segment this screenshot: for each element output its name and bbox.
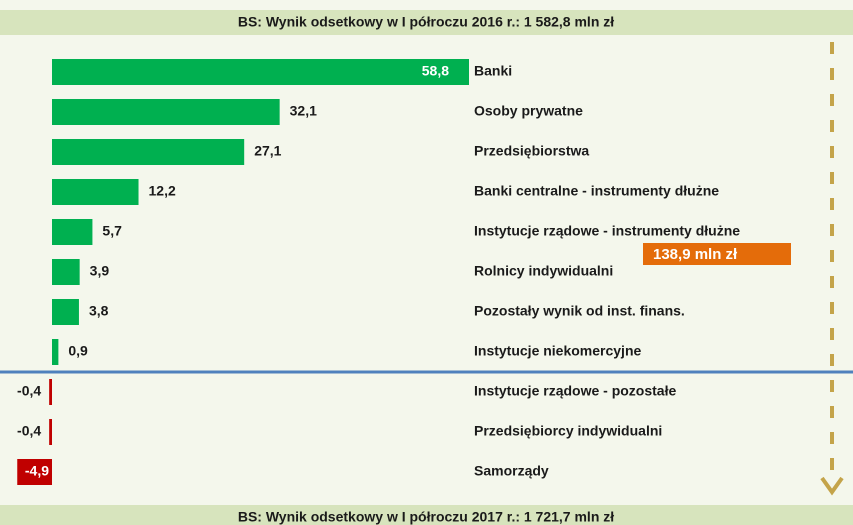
category-label: Przedsiębiorcy indywidualni (474, 423, 662, 439)
category-label: Instytucje niekomercyjne (474, 343, 642, 359)
bar (52, 299, 79, 325)
bar (52, 179, 139, 205)
header-band (0, 10, 853, 35)
bar (52, 259, 80, 285)
category-label: Pozostały wynik od inst. finans. (474, 303, 685, 319)
category-label: Instytucje rządowe - pozostałe (474, 383, 676, 399)
footer-band (0, 505, 853, 525)
value-label: 5,7 (102, 223, 122, 239)
chart-footer: BS: Wynik odsetkowy w I półroczu 2017 r.… (238, 509, 614, 525)
annotation: 138,9 mln zł (653, 246, 738, 263)
bar (49, 379, 52, 405)
chart-title: BS: Wynik odsetkowy w I półroczu 2016 r.… (238, 14, 614, 30)
value-label: 32,1 (290, 103, 317, 119)
category-label: Osoby prywatne (474, 103, 583, 119)
value-label: 0,9 (68, 343, 88, 359)
bar (49, 419, 52, 445)
category-label: Banki (474, 63, 512, 79)
value-label: -4,9 (25, 463, 49, 479)
value-label: 27,1 (254, 143, 281, 159)
value-label: 58,8 (422, 63, 449, 79)
value-label: 3,9 (90, 263, 110, 279)
category-label: Przedsiębiorstwa (474, 143, 589, 159)
value-label: -0,4 (17, 423, 41, 439)
value-label: 3,8 (89, 303, 109, 319)
bar (17, 459, 52, 485)
bar (52, 99, 280, 125)
bar (52, 59, 469, 85)
bar (52, 219, 93, 245)
category-label: Samorządy (474, 463, 549, 479)
bar (52, 139, 245, 165)
value-label: -0,4 (17, 383, 41, 399)
value-label: 12,2 (149, 183, 176, 199)
category-label: Banki centralne - instrumenty dłużne (474, 183, 719, 199)
annotation-box (643, 243, 791, 265)
bar (52, 339, 59, 365)
category-label: Instytucje rządowe - instrumenty dłużne (474, 223, 740, 239)
arrow-head (820, 476, 844, 496)
category-label: Rolnicy indywidualni (474, 263, 613, 279)
